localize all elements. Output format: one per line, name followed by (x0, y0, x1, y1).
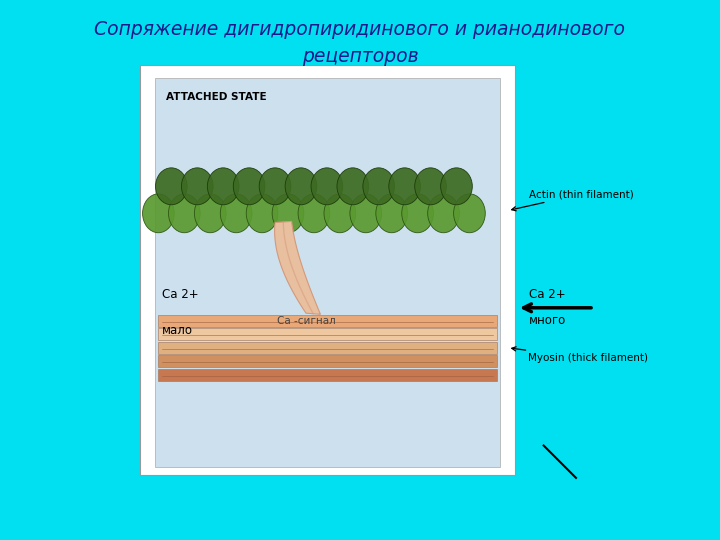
Bar (158, 369, 497, 381)
Ellipse shape (376, 194, 408, 233)
Ellipse shape (415, 168, 446, 205)
Ellipse shape (350, 194, 382, 233)
Ellipse shape (441, 168, 472, 205)
Ellipse shape (259, 168, 291, 205)
Bar (158, 315, 497, 327)
Text: Ca -сигнал: Ca -сигнал (276, 316, 336, 326)
Text: много: много (529, 314, 567, 327)
Ellipse shape (311, 168, 343, 205)
Ellipse shape (168, 194, 200, 233)
Ellipse shape (363, 168, 395, 205)
Text: мало: мало (162, 324, 193, 337)
Text: Ca 2+: Ca 2+ (529, 288, 566, 301)
Ellipse shape (389, 168, 420, 205)
Ellipse shape (402, 194, 433, 233)
Ellipse shape (324, 194, 356, 233)
Ellipse shape (207, 168, 239, 205)
Text: Actin (thin filament): Actin (thin filament) (512, 189, 634, 211)
Bar (155, 78, 500, 467)
Ellipse shape (156, 168, 187, 205)
Text: Ca 2+: Ca 2+ (162, 288, 199, 301)
Ellipse shape (246, 194, 278, 233)
Bar (158, 355, 497, 367)
Text: Сопряжение дигидропиридинового и рианодинового: Сопряжение дигидропиридинового и рианоди… (94, 20, 626, 39)
Ellipse shape (298, 194, 330, 233)
Polygon shape (274, 221, 320, 314)
Bar (140, 65, 515, 475)
Ellipse shape (220, 194, 252, 233)
Text: рецепторов: рецепторов (302, 47, 418, 66)
Ellipse shape (337, 168, 369, 205)
Ellipse shape (143, 194, 174, 233)
Ellipse shape (428, 194, 459, 233)
Bar (158, 328, 497, 340)
Ellipse shape (285, 168, 317, 205)
Ellipse shape (181, 168, 213, 205)
Bar (158, 342, 497, 354)
Text: ATTACHED STATE: ATTACHED STATE (166, 92, 266, 102)
Text: Myosin (thick filament): Myosin (thick filament) (512, 347, 648, 363)
Ellipse shape (233, 168, 265, 205)
Ellipse shape (272, 194, 304, 233)
Ellipse shape (194, 194, 226, 233)
Ellipse shape (454, 194, 485, 233)
